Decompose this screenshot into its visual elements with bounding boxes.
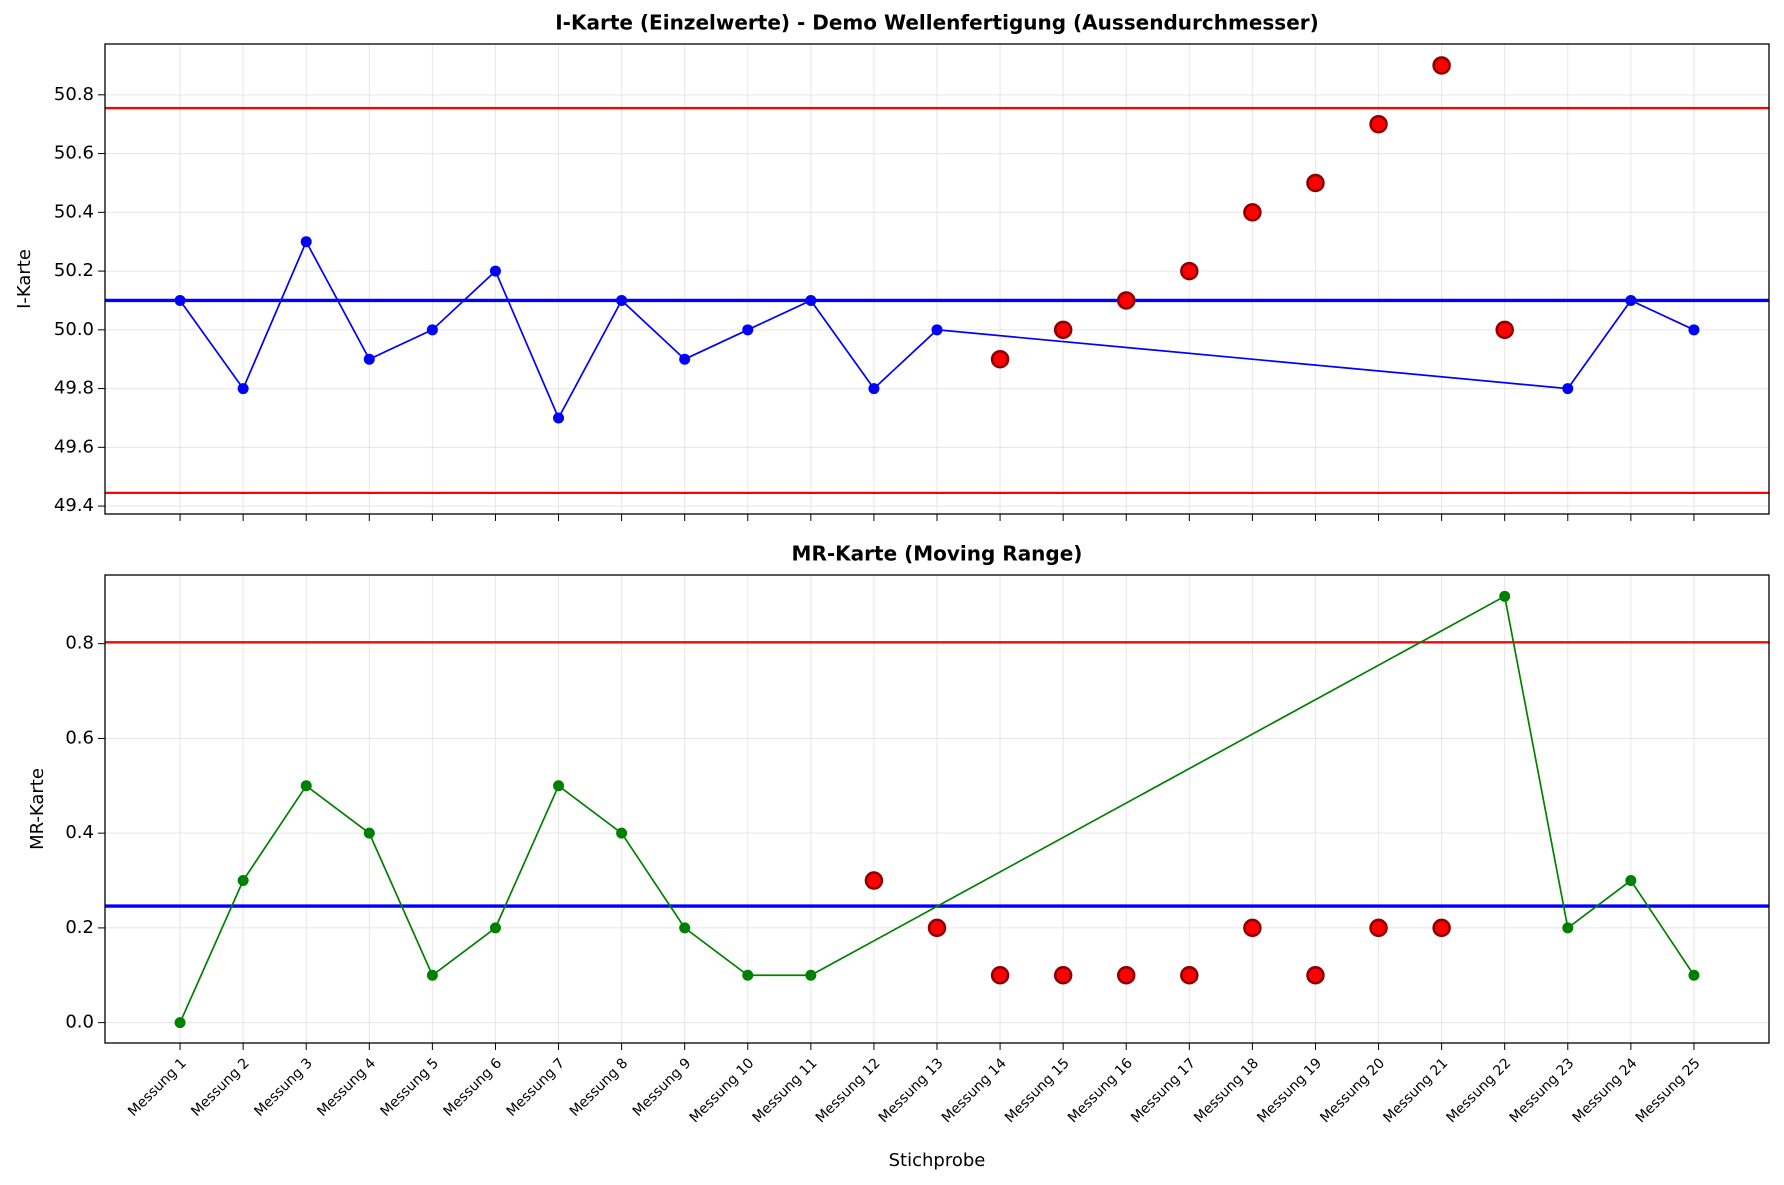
out-of-control-point: [1369, 918, 1388, 938]
data-point: [237, 383, 249, 395]
data-point: [1499, 590, 1511, 602]
data-point: [742, 324, 754, 336]
chart-title: MR-Karte (Moving Range): [792, 542, 1083, 566]
data-point: [237, 875, 249, 887]
y-tick-label: 50.0: [54, 319, 94, 340]
data-point: [1625, 875, 1637, 887]
out-of-control-point: [927, 918, 947, 938]
data-point: [1688, 324, 1700, 336]
y-tick-label: 49.4: [54, 495, 94, 516]
x-axis-label: Stichprobe: [889, 1150, 986, 1171]
out-of-control-point: [1306, 966, 1325, 985]
out-of-control-point: [1369, 114, 1388, 134]
data-point: [805, 294, 817, 306]
y-tick-label: 50.4: [54, 201, 94, 222]
y-tick-label: 49.8: [54, 378, 94, 399]
data-point: [868, 383, 880, 395]
y-tick-label: 0.6: [65, 727, 94, 748]
data-point: [1562, 922, 1574, 934]
data-point: [553, 780, 565, 792]
data-point: [1688, 969, 1700, 981]
data-point: [489, 265, 501, 277]
data-point: [1625, 294, 1637, 306]
data-point: [679, 353, 691, 365]
y-tick-label: 0.2: [65, 917, 94, 938]
out-of-control-point: [1053, 320, 1073, 340]
data-point: [616, 294, 628, 306]
series-line: [179, 239, 1695, 420]
out-of-control-point: [1243, 203, 1262, 222]
data-point: [1562, 383, 1574, 395]
data-point: [300, 780, 312, 792]
out-of-control-point: [990, 966, 1010, 985]
out-of-control-point: [1180, 261, 1199, 281]
data-point: [363, 353, 375, 365]
axes-frame: [104, 574, 1770, 1044]
out-of-control-point: [1180, 966, 1199, 985]
data-point: [931, 324, 943, 336]
out-of-control-point: [1116, 291, 1136, 310]
data-point: [363, 827, 375, 839]
y-tick-label: 50.6: [54, 143, 94, 164]
data-point: [174, 294, 186, 306]
y-axis-label: I-Karte: [14, 249, 35, 309]
chart-title: I-Karte (Einzelwerte) - Demo Wellenferti…: [555, 11, 1319, 35]
y-tick-label: 49.6: [54, 436, 94, 457]
y-tick-label: 50.2: [54, 260, 94, 281]
out-of-control-point: [1495, 320, 1514, 340]
out-of-control-point: [1053, 966, 1073, 985]
y-tick-label: 0.4: [65, 822, 94, 843]
y-tick-label: 50.8: [54, 84, 94, 105]
out-of-control-point: [1116, 966, 1136, 985]
data-point: [426, 969, 438, 981]
data-point: [805, 969, 817, 981]
data-point: [489, 922, 501, 934]
y-tick-label: 0.8: [65, 633, 94, 654]
out-of-control-point: [1432, 918, 1451, 938]
out-of-control-point: [1306, 173, 1325, 193]
axes-frame: [104, 43, 1770, 515]
y-tick-label: 0.0: [65, 1012, 94, 1033]
out-of-control-point: [1243, 918, 1262, 938]
data-point: [174, 1017, 186, 1029]
data-point: [742, 969, 754, 981]
data-point: [553, 412, 565, 424]
y-axis-label: MR-Karte: [27, 768, 48, 850]
out-of-control-point: [1432, 56, 1451, 75]
out-of-control-point: [864, 871, 884, 890]
data-point: [426, 324, 438, 336]
data-point: [300, 236, 312, 248]
data-point: [616, 827, 628, 839]
data-point: [679, 922, 691, 934]
out-of-control-point: [990, 349, 1010, 369]
